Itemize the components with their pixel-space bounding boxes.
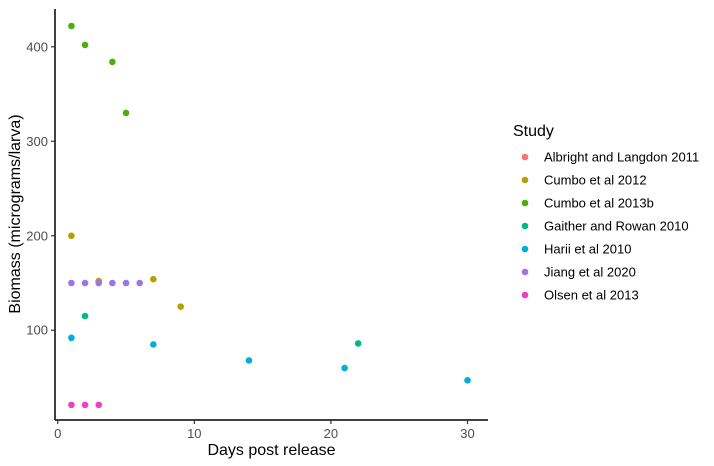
- data-point: [95, 279, 103, 287]
- x-axis-title: Days post release: [207, 442, 335, 459]
- data-point: [68, 334, 75, 342]
- legend-key: [521, 153, 529, 161]
- data-point: [354, 340, 362, 347]
- legend-label: Cumbo et al 2012: [544, 173, 647, 188]
- data-point: [81, 312, 89, 320]
- data-point: [341, 364, 348, 372]
- data-points: [68, 22, 471, 409]
- legend-key: [521, 222, 529, 230]
- legend-label: Albright and Langdon 2011: [544, 150, 699, 165]
- data-point: [81, 401, 89, 409]
- y-tick-label: 400: [26, 39, 48, 54]
- data-point: [81, 279, 89, 287]
- legend-label: Gaither and Rowan 2010: [544, 219, 689, 234]
- data-point: [122, 279, 130, 287]
- x-tick-label: 20: [324, 426, 338, 441]
- y-tick-label: 100: [26, 323, 48, 338]
- data-point: [68, 279, 75, 287]
- x-tick-label: 30: [460, 426, 474, 441]
- data-point: [136, 279, 143, 287]
- plot-area: 0 10 20 30 100 200 300 400: [26, 9, 488, 441]
- legend-key: [521, 268, 529, 276]
- legend-key: [521, 291, 529, 299]
- x-tick-label: 10: [187, 426, 201, 441]
- data-point: [109, 58, 116, 66]
- legend-key: [521, 245, 529, 253]
- data-point: [245, 357, 253, 364]
- legend-key: [521, 199, 529, 207]
- legend: Study Albright and Langdon 2011 Cumbo et …: [513, 123, 699, 303]
- legend-label: Olsen et al 2013: [544, 288, 639, 303]
- data-point: [81, 41, 89, 49]
- legend-key: [521, 176, 529, 184]
- legend-title: Study: [513, 123, 554, 140]
- y-tick-label: 300: [26, 134, 48, 149]
- legend-label: Cumbo et al 2013b: [544, 196, 654, 211]
- legend-items: Albright and Langdon 2011 Cumbo et al 201…: [521, 150, 699, 303]
- data-point: [68, 401, 75, 409]
- data-point: [122, 109, 130, 117]
- data-point: [150, 275, 157, 283]
- data-point: [177, 303, 184, 310]
- data-point: [464, 377, 471, 384]
- y-tick-label: 200: [26, 228, 48, 243]
- data-point: [109, 279, 116, 287]
- x-axis-ticks: 0 10 20 30: [54, 420, 475, 441]
- legend-label: Jiang et al 2020: [544, 265, 636, 280]
- data-point: [68, 22, 75, 30]
- y-axis-ticks: 100 200 300 400: [26, 39, 55, 338]
- data-point: [95, 401, 103, 409]
- x-tick-label: 0: [54, 426, 61, 441]
- data-point: [68, 232, 75, 240]
- y-axis-title: Biomass (micrograms/larva): [7, 114, 24, 313]
- data-point: [150, 341, 157, 348]
- legend-label: Harii et al 2010: [544, 242, 631, 257]
